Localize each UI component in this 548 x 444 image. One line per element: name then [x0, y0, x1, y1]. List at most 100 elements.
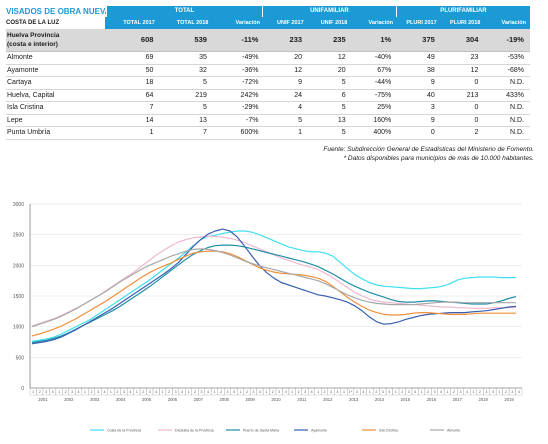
col-header: UNIF 2018 [307, 17, 352, 29]
cell: -11% [241, 35, 259, 44]
cell: 5 [341, 104, 346, 111]
quarter-label: 4 [414, 390, 416, 394]
quarter-label: 3 [175, 390, 177, 394]
cell: 2 [474, 129, 479, 136]
cell: 13 [337, 116, 346, 124]
table-body: Almonte 69 35 -49% 20 12 -40% 49 23 -53% Ayamonte 5… [6, 52, 530, 140]
quarter-label: 2 [324, 390, 326, 394]
cell: 233 [289, 35, 303, 44]
province-label: Huelva Provincia [7, 32, 60, 39]
group-total: TOTAL [106, 6, 262, 17]
year-label: 2006 [168, 397, 178, 402]
quarter-label: 2 [220, 390, 222, 394]
row-label: Huelva, Capital [7, 91, 55, 99]
legend-label: Ayamonte [311, 429, 327, 433]
cell: 375 [422, 35, 435, 44]
cell: 25% [377, 104, 392, 111]
year-label: 2014 [375, 397, 385, 402]
row-label: Almonte [7, 54, 33, 61]
cell: -72% [242, 79, 259, 86]
cell: 24 [294, 91, 303, 99]
cell: -75% [374, 91, 392, 99]
quarter-label: 1 [110, 390, 112, 394]
source-note: Fuente: Subdirección General de Estadíst… [323, 146, 534, 153]
quarter-label: 3 [149, 390, 151, 394]
legend-label: Isla Cristina [379, 429, 398, 433]
cell: -29% [242, 104, 259, 111]
cell: 18 [145, 79, 154, 86]
cell: 23 [470, 54, 479, 61]
quarter-label: 2 [479, 390, 481, 394]
quarter-label: 4 [362, 390, 364, 394]
cell: 12 [337, 54, 346, 61]
row-label: Cartaya [7, 79, 32, 86]
quarter-label: 3 [356, 390, 358, 394]
cell: 0 [430, 129, 435, 136]
cell: 12 [294, 66, 303, 74]
cell: -53% [507, 54, 524, 61]
year-label: 2012 [323, 397, 333, 402]
year-label: 2016 [427, 397, 437, 402]
cell: 0 [474, 116, 479, 124]
year-label: 2017 [453, 397, 463, 402]
y-tick-label: 2500 [13, 233, 24, 239]
cell: -19% [506, 35, 524, 44]
cell: 9 [298, 79, 303, 86]
table-group-header: VISADOS DE OBRA NUEVA TOTAL UNIFAMILIAR … [6, 6, 530, 17]
cell: 64 [145, 91, 154, 99]
group-unifamiliar: UNIFAMILIAR [261, 6, 396, 17]
cell: 400% [373, 129, 392, 136]
cell: -49% [242, 54, 259, 61]
y-tick-label: 3000 [13, 202, 24, 208]
quarter-label: 1 [214, 390, 216, 394]
series-line [31, 248, 516, 328]
quarter-label: 2 [168, 390, 170, 394]
cell: 6 [341, 91, 346, 99]
row-label: Punta Umbría [7, 129, 51, 136]
cell: 69 [145, 54, 154, 61]
legend-label: Costa de la Provincia [107, 429, 141, 433]
province-sublabel: (costa e interior) [7, 41, 58, 48]
quarter-label: 1 [32, 390, 34, 394]
cell: 304 [465, 35, 479, 44]
quarter-label: 1 [265, 390, 267, 394]
table-row: Isla Cristina 7 5 -29% 4 5 25% 3 0 N.D. [6, 102, 530, 115]
year-label: 2002 [64, 397, 74, 402]
quarter-label: 1 [239, 390, 241, 394]
quarter-label: 2 [91, 390, 93, 394]
series-line [31, 250, 516, 337]
quarter-label: 2 [65, 390, 67, 394]
cell: 4 [298, 104, 303, 111]
col-header: TOTAL 2018 [158, 17, 213, 29]
y-tick-label: 2000 [13, 263, 24, 269]
quarter-label: 4 [207, 390, 209, 394]
cell: -44% [374, 79, 392, 86]
year-label: 2010 [271, 397, 281, 402]
quarter-label: 2 [298, 390, 300, 394]
y-tick-label: 0 [21, 386, 24, 392]
quarter-label: 4 [285, 390, 287, 394]
cell: 5 [203, 79, 207, 86]
quarter-label: 4 [52, 390, 54, 394]
quarter-label: 4 [311, 390, 313, 394]
col-header: UNIF 2017 [263, 17, 308, 29]
quarter-label: 2 [375, 390, 377, 394]
quarter-label: 1 [472, 390, 474, 394]
year-label: 2019 [504, 397, 514, 402]
cell: 433% [506, 91, 524, 99]
year-label: 2008 [220, 397, 230, 402]
cell: 608 [140, 35, 154, 44]
quarter-label: 4 [518, 390, 520, 394]
quarter-label: 2 [39, 390, 41, 394]
cell: 242% [240, 91, 259, 99]
cell: 20 [337, 66, 346, 74]
table-subtitle: COSTA DE LA LUZ [6, 20, 60, 26]
col-header: Variación [351, 17, 397, 29]
cell: N.D. [509, 129, 524, 136]
quarter-label: 2 [505, 390, 507, 394]
col-header: Variación [212, 17, 264, 29]
cell: 38 [427, 66, 435, 74]
quarter-label: 2 [142, 390, 144, 394]
quarter-label: 3 [485, 390, 487, 394]
